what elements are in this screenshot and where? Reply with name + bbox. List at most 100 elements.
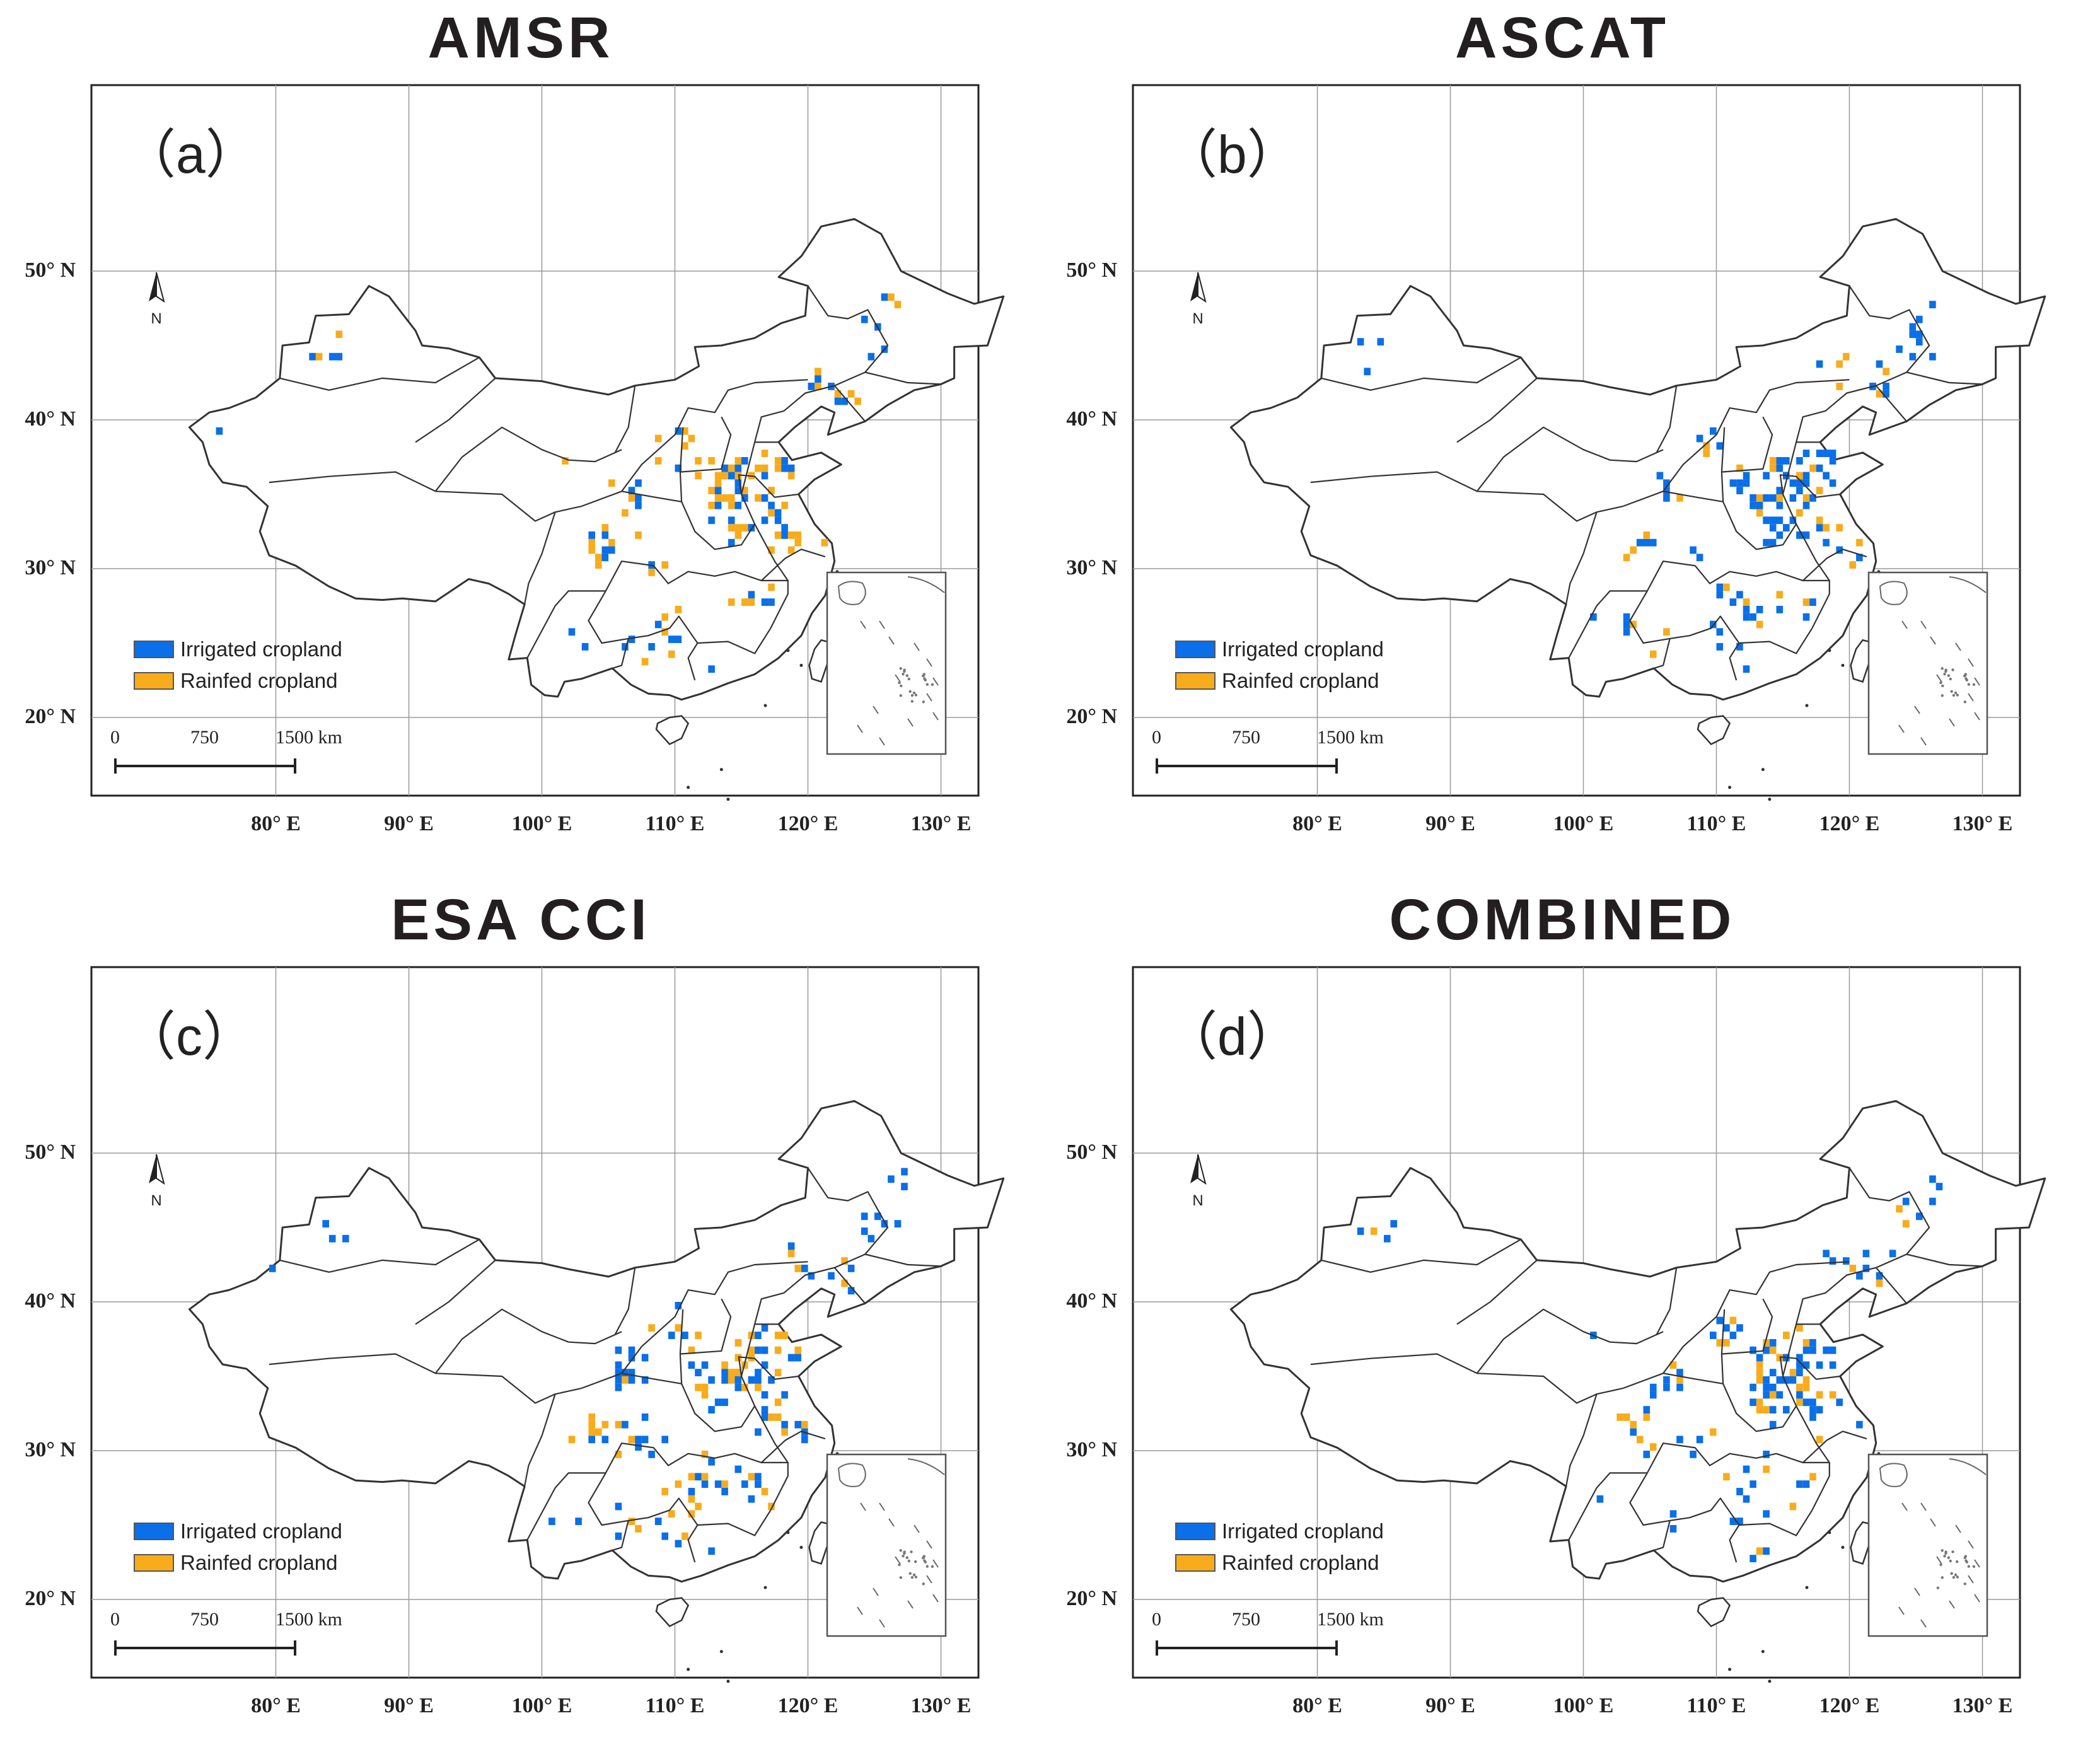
- cropland-cell: [1816, 360, 1823, 368]
- cropland-cell: [1390, 1220, 1398, 1227]
- cropland-cell: [1749, 501, 1756, 509]
- cropland-cell: [1676, 1369, 1683, 1376]
- panel-letter: （d）: [1164, 1007, 1300, 1066]
- legend-swatch: [1175, 672, 1216, 690]
- cropland-cell: [628, 635, 635, 643]
- cropland-cell: [635, 1436, 642, 1444]
- scale-bar-label: 0: [110, 727, 120, 748]
- cropland-cell: [1883, 383, 1889, 390]
- cropland-cell: [1729, 598, 1737, 606]
- cropland-cell: [1902, 1197, 1910, 1205]
- cropland-cell: [888, 1175, 895, 1183]
- cropland-cell: [1856, 1272, 1863, 1280]
- province-boundary: [581, 1261, 808, 1389]
- cropland-cell: [1776, 487, 1784, 494]
- china-outline: [1229, 218, 2046, 701]
- cropland-cell: [755, 1383, 762, 1391]
- cropland-cell: [1756, 1398, 1763, 1407]
- cropland-cell: [1736, 643, 1743, 651]
- cropland-cell: [708, 1406, 715, 1413]
- cropland-cell: [1716, 1316, 1724, 1325]
- map-svg: N: [1132, 966, 2046, 1683]
- panel-d: COMBINED N （d） 50° N 40° N 30° N 20° N 80° E 90…: [1042, 882, 2083, 1764]
- cropland-cell: [269, 1265, 276, 1272]
- cropland-cell: [781, 531, 788, 539]
- cropland-cell: [1616, 1413, 1623, 1421]
- cropland-cell: [755, 1346, 762, 1354]
- lon-label: 100° E: [1553, 812, 1614, 835]
- cropland-cell: [1710, 427, 1717, 435]
- cropland-cell: [688, 434, 695, 443]
- legend-label: Rainfed cropland: [1222, 669, 1379, 692]
- cropland-cell: [1630, 1428, 1637, 1436]
- lat-label: 40° N: [25, 1289, 76, 1313]
- cropland-cell: [815, 368, 821, 376]
- cropland-cell: [761, 1361, 769, 1369]
- cropland-cell: [1623, 628, 1630, 636]
- cropland-cell: [1802, 494, 1810, 502]
- cropland-cell: [1749, 494, 1756, 502]
- province-boundary: [681, 1356, 799, 1432]
- cropland-cell: [216, 427, 223, 435]
- lat-label: 20° N: [25, 1587, 76, 1610]
- cropland-cell: [1783, 457, 1790, 465]
- cropland-cell: [1829, 457, 1836, 465]
- cropland-cell: [708, 1547, 715, 1555]
- cropland-cell: [1776, 1354, 1784, 1362]
- scale-bar-label: 1500 km: [276, 1609, 342, 1630]
- cropland-cell: [648, 643, 655, 651]
- cropland-cell: [728, 494, 735, 502]
- cropland-cell: [1816, 450, 1823, 457]
- panel-letter: （a）: [123, 125, 258, 184]
- province-boundary: [681, 474, 799, 550]
- province-boundary: [415, 378, 496, 443]
- cropland-cell: [1763, 1465, 1770, 1473]
- cropland-cell: [801, 1265, 808, 1272]
- cropland-cell: [1796, 1398, 1803, 1407]
- cropland-cell: [675, 1302, 682, 1309]
- cropland-cell: [1590, 613, 1597, 621]
- scale-bar-label: 1500 km: [276, 727, 342, 748]
- province-boundary: [269, 1353, 583, 1404]
- cropland-cell: [1690, 1451, 1697, 1458]
- cropland-cell: [615, 1376, 622, 1384]
- cropland-cell: [801, 1436, 808, 1444]
- province-boundary: [1568, 590, 1647, 659]
- cropland-cell: [1743, 479, 1750, 487]
- cropland-cell: [708, 457, 715, 465]
- cropland-cell: [1736, 591, 1743, 599]
- cropland-cell: [787, 472, 795, 480]
- legend-rainfed: Rainfed cropland: [1175, 665, 1384, 697]
- cropland-cell: [768, 546, 775, 554]
- cropland-cell: [1690, 546, 1697, 554]
- lon-label: 100° E: [1553, 1694, 1614, 1717]
- lon-label: 90° E: [384, 1694, 434, 1717]
- cropland-cell: [714, 1480, 722, 1488]
- cropland-cell: [588, 546, 595, 554]
- province-boundary: [524, 511, 556, 605]
- cropland-cell: [675, 427, 682, 435]
- province-boundary: [1802, 548, 1867, 581]
- cropland-cell: [708, 1458, 715, 1466]
- lon-label: 90° E: [384, 812, 434, 835]
- cropland-cell: [1802, 1480, 1810, 1488]
- province-boundary: [760, 1430, 826, 1463]
- panel-letter: （b）: [1164, 125, 1300, 184]
- north-arrow: N: [1190, 1154, 1207, 1209]
- cropland-cell: [675, 635, 682, 643]
- cropland-cell: [675, 606, 682, 613]
- cropland-cell: [1357, 338, 1364, 345]
- cropland-cell: [601, 554, 609, 562]
- cropland-cell: [701, 1480, 709, 1488]
- island-dot: [1805, 1586, 1809, 1589]
- cropland-cell: [1823, 524, 1830, 531]
- cropland-cell: [1896, 345, 1903, 353]
- cropland-cell: [1756, 1354, 1763, 1362]
- cropland-cell: [728, 472, 735, 480]
- island-dot: [763, 704, 767, 707]
- scale-bar-label: 0: [1152, 727, 1161, 748]
- cropland-cell: [668, 1332, 675, 1339]
- cropland-cell: [1769, 1391, 1777, 1399]
- cropland-cell: [1883, 390, 1889, 398]
- cropland-cell: [608, 538, 615, 547]
